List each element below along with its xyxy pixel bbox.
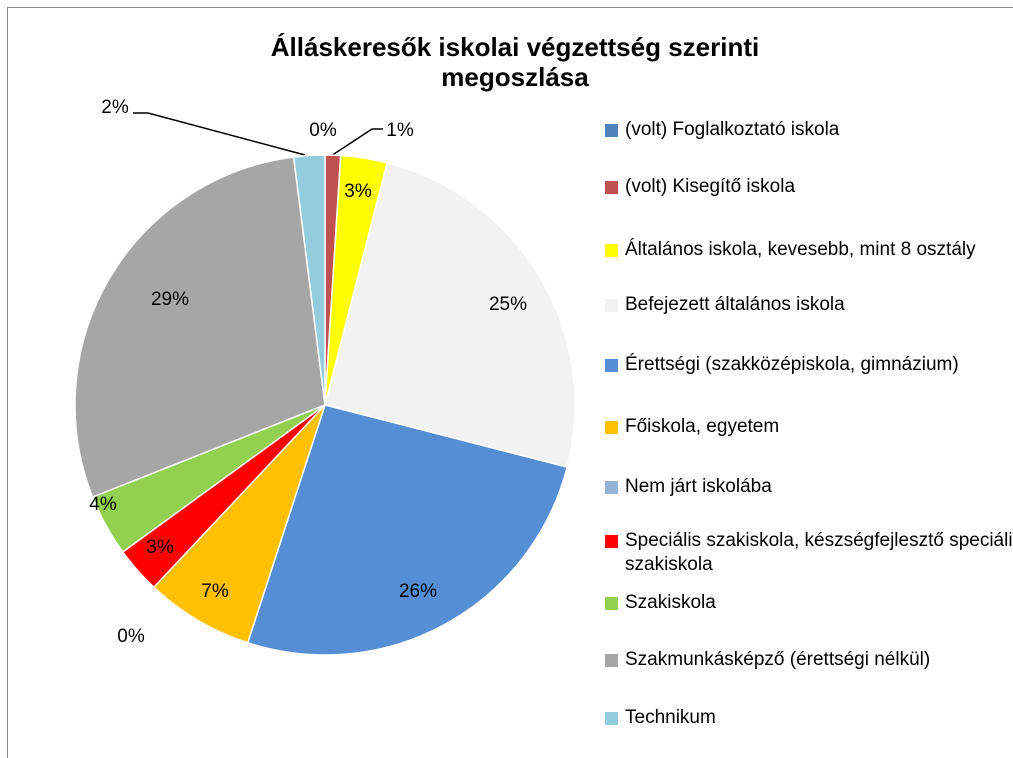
legend-swatch — [605, 244, 618, 257]
pie-slice — [152, 404, 326, 644]
data-label: 1% — [386, 120, 414, 141]
legend-label: Szakiskola — [625, 592, 716, 613]
data-label: 3% — [344, 181, 372, 202]
pie-slice — [292, 154, 326, 406]
data-label: 3% — [146, 537, 174, 558]
legend-swatch — [605, 654, 618, 667]
data-label: 0% — [309, 120, 337, 141]
legend-swatch — [605, 299, 618, 312]
data-label: 4% — [89, 494, 117, 515]
legend-label: Általános iskola, kevesebb, mint 8 osztá… — [625, 239, 976, 260]
pie-slice — [246, 404, 569, 656]
pie-slice — [74, 156, 326, 499]
legend-label: Érettségi (szakközépiskola, gimnázium) — [625, 354, 959, 375]
legend-label: Technikum — [625, 707, 716, 728]
chart-frame — [7, 7, 1013, 758]
legend-label: (volt) Foglalkoztató iskola — [625, 119, 840, 140]
legend-swatch — [605, 359, 618, 372]
legend-label: Befejezett általános iskola — [625, 294, 845, 315]
data-label: 29% — [151, 289, 189, 310]
legend-swatch — [605, 481, 618, 494]
data-label: 26% — [399, 581, 437, 602]
legend-swatch — [605, 535, 618, 548]
legend-label: Speciális szakiskola, készségfejlesztő s… — [625, 530, 1013, 575]
legend-label: Nem járt iskolába — [625, 476, 772, 497]
chart-title: Álláskeresők iskolai végzettség szerinti… — [270, 32, 760, 92]
legend-swatch — [605, 124, 618, 137]
legend-label: Főiskola, egyetem — [625, 416, 780, 437]
legend-label: Szakmunkásképző (érettségi nélkül) — [625, 649, 931, 670]
legend-swatch — [605, 712, 618, 725]
pie-slice — [324, 161, 576, 469]
leader-line — [330, 128, 383, 157]
legend-swatch — [605, 597, 618, 610]
data-label: 2% — [101, 97, 129, 118]
legend-swatch — [605, 181, 618, 194]
data-label: 0% — [117, 626, 145, 647]
legend-label: (volt) Kisegítő iskola — [625, 176, 796, 197]
leader-line — [133, 112, 306, 156]
legend-swatch — [605, 421, 618, 434]
data-label: 25% — [489, 294, 527, 315]
data-label: 7% — [201, 581, 229, 602]
